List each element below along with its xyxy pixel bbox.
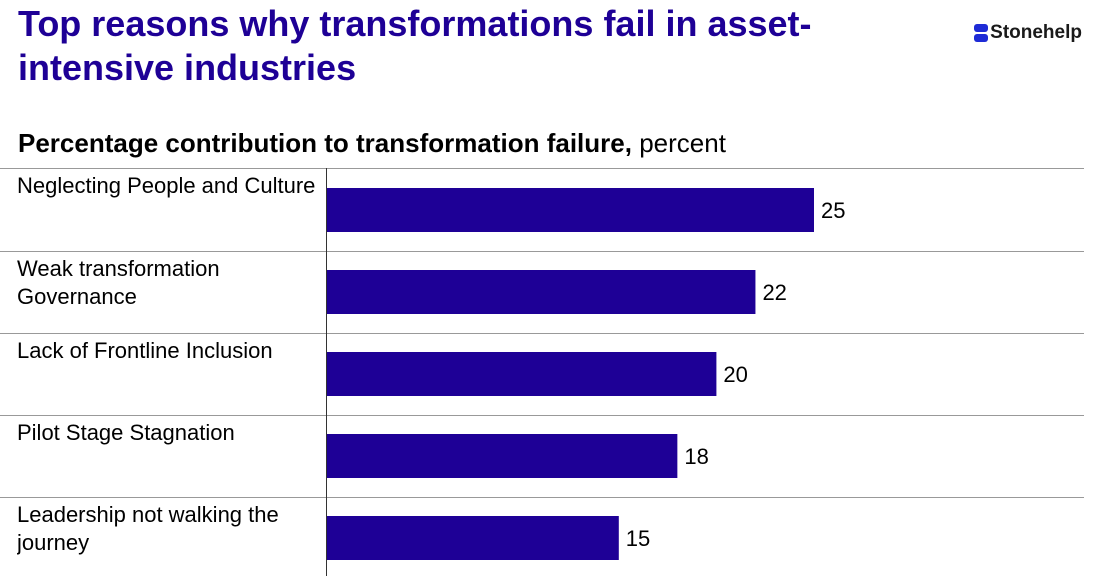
logo-text: Stonehelp	[990, 22, 1082, 43]
category-label-box: Pilot Stage Stagnation	[17, 420, 235, 445]
category-label: Weak transformation Governance	[17, 256, 220, 309]
category-label-box: Lack of Frontline Inclusion	[17, 338, 273, 363]
category-label: Leadership not walking the journey	[17, 502, 279, 555]
category-label: Pilot Stage Stagnation	[17, 420, 235, 445]
value-label: 22	[762, 280, 786, 305]
bar	[326, 516, 619, 560]
logo-icon	[974, 24, 989, 42]
category-label: Neglecting People and Culture	[17, 173, 316, 198]
bar	[326, 188, 814, 232]
bar	[326, 352, 717, 396]
subtitle: Percentage contribution to transformatio…	[18, 128, 726, 159]
bar	[326, 434, 678, 478]
value-label: 18	[684, 444, 708, 469]
unit: percent	[639, 128, 726, 158]
category-label: Lack of Frontline Inclusion	[17, 338, 273, 363]
value-label: 25	[821, 198, 845, 223]
subtitle-text: Percentage contribution to transformatio…	[18, 128, 632, 158]
chart-title: Top reasons why transformations fail in …	[18, 3, 812, 88]
value-label: 20	[723, 362, 747, 387]
value-label: 15	[626, 526, 650, 551]
category-label-box: Leadership not walking the journey	[17, 502, 279, 555]
logo: Stonehelp	[974, 22, 1082, 44]
bar	[326, 270, 756, 314]
category-label-box: Weak transformation Governance	[17, 256, 220, 309]
category-label-box: Neglecting People and Culture	[17, 173, 316, 198]
